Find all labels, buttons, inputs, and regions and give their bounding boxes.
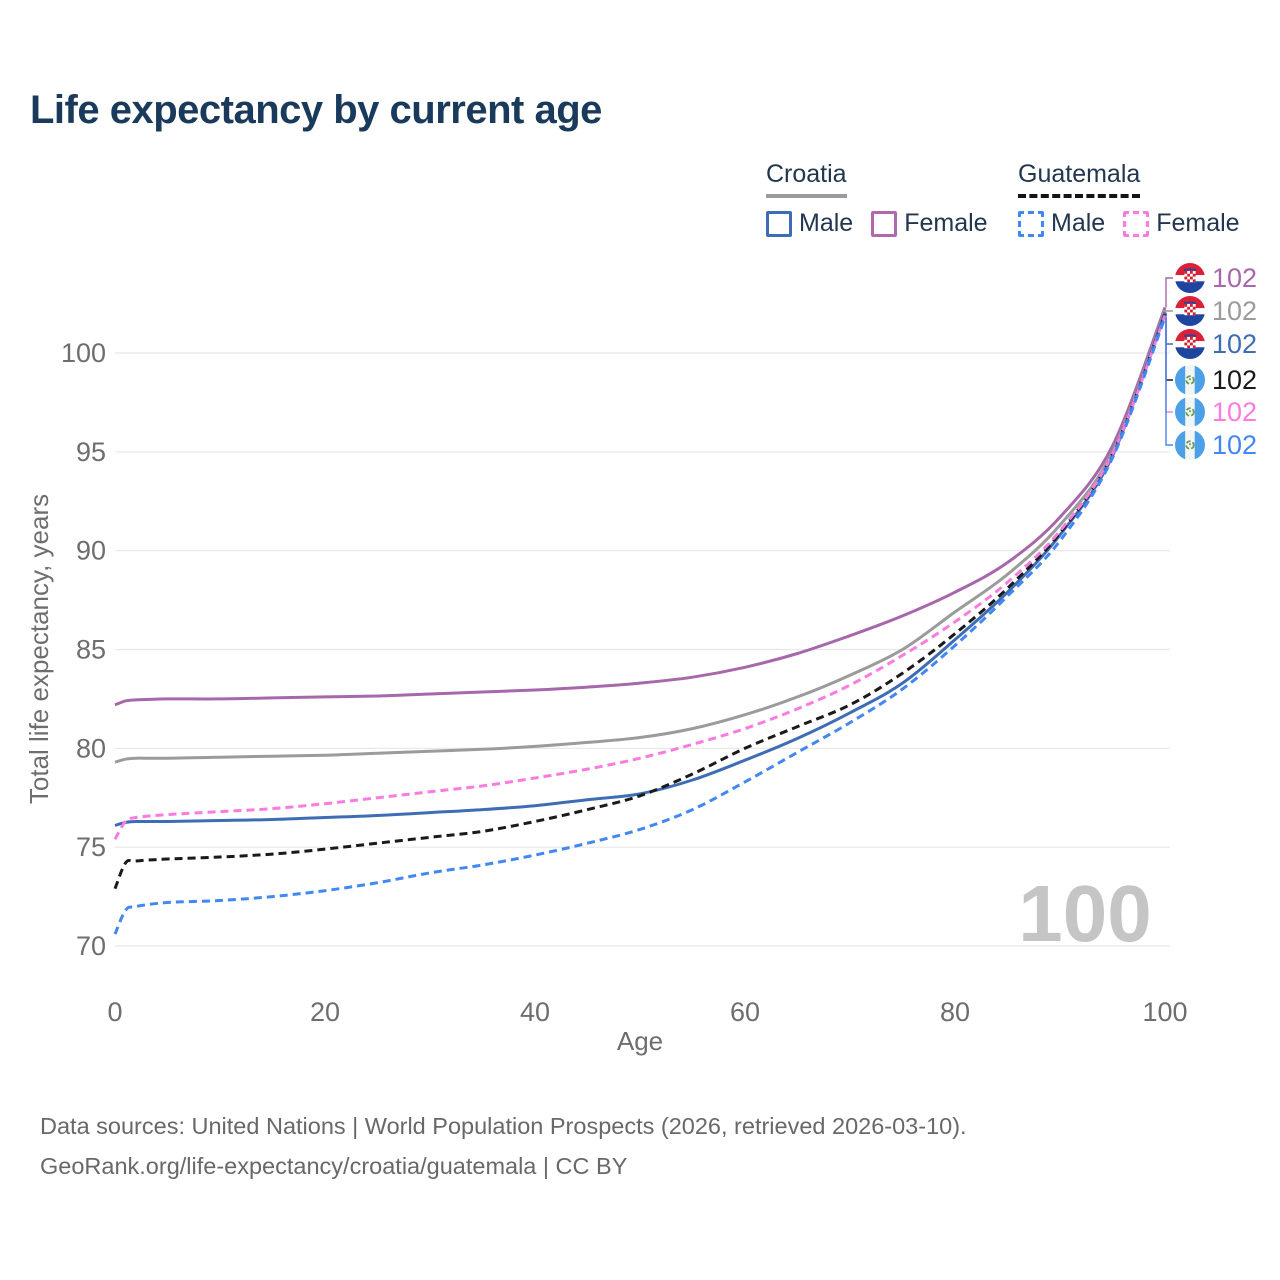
guatemala-flag-icon (1175, 365, 1205, 395)
end-value-guatemala-male: 102 (1212, 430, 1257, 460)
series-line-croatia-female[interactable] (114, 306, 1167, 707)
end-value-guatemala-female: 102 (1212, 397, 1257, 427)
legend: Croatia Male Female Guatemala Male (0, 160, 1280, 250)
series-line-croatia-both[interactable] (114, 309, 1167, 764)
end-connector-croatia-male (1165, 312, 1173, 345)
legend-guatemala-items: Male Female (1018, 209, 1240, 238)
x-tick-label: 100 (1142, 997, 1187, 1027)
series-line-guatemala-female[interactable] (113, 314, 1167, 841)
x-tick-label: 20 (310, 997, 340, 1027)
end-value-croatia-male: 102 (1212, 329, 1257, 359)
x-tick-label: 80 (940, 997, 970, 1027)
current-age-watermark: 100 (1018, 869, 1151, 958)
x-tick-label: 40 (520, 997, 550, 1027)
legend-croatia-label: Croatia (766, 160, 847, 188)
legend-item-label: Male (1051, 209, 1106, 237)
y-tick-label: 95 (76, 437, 106, 467)
croatia-male-swatch-icon (766, 210, 792, 237)
legend-croatia-items: Male Female (766, 209, 988, 238)
life-expectancy-chart: 70 75 80 85 90 95 100 0 20 40 60 80 100 Age Total li… (24, 263, 1257, 1056)
legend-item-label: Female (904, 209, 988, 237)
legend-item-label: Male (799, 209, 854, 237)
x-axis-tick-labels: 0 20 40 60 80 100 (107, 997, 1187, 1027)
guatemala-male-swatch-icon (1018, 210, 1044, 237)
series-line-guatemala-male[interactable] (113, 316, 1167, 935)
axis-titles: Age Total life expectancy, years (24, 494, 663, 1056)
y-tick-label: 70 (76, 931, 106, 961)
y-axis-tick-labels: 70 75 80 85 90 95 100 (61, 338, 106, 961)
series-lines (113, 306, 1167, 935)
y-axis-title: Total life expectancy, years (24, 494, 54, 804)
legend-croatia-header[interactable]: Croatia (766, 160, 847, 198)
legend-group-guatemala: Guatemala Male Female (1018, 160, 1240, 238)
guatemala-flag-icon (1175, 397, 1205, 427)
x-tick-label: 0 (107, 997, 122, 1027)
legend-item-label: Female (1156, 209, 1240, 237)
croatia-flag-icon (1175, 296, 1205, 326)
y-tick-label: 80 (76, 733, 106, 763)
age-counter-watermark: 100 (1018, 869, 1151, 958)
footer: Data sources: United Nations | World Pop… (40, 1106, 967, 1186)
legend-guatemala-label: Guatemala (1018, 160, 1141, 188)
end-value-guatemala-both: 102 (1212, 365, 1257, 395)
croatia-flag-icon (1175, 263, 1205, 293)
legend-guatemala-header[interactable]: Guatemala (1018, 160, 1141, 198)
end-connector-guatemala-female (1165, 315, 1173, 413)
end-value-croatia-both: 102 (1212, 296, 1257, 326)
series-line-croatia-male[interactable] (114, 311, 1167, 827)
legend-item-guatemala-female[interactable]: Female (1123, 209, 1240, 238)
y-tick-label: 100 (61, 338, 106, 368)
end-value-croatia-female: 102 (1212, 263, 1257, 293)
gridlines (115, 352, 1170, 947)
y-tick-label: 85 (76, 635, 106, 665)
series-line-guatemala-both[interactable] (113, 313, 1167, 890)
page-title: Life expectancy by current age (30, 88, 602, 132)
legend-item-croatia-male[interactable]: Male (766, 209, 853, 238)
end-connector-croatia-female (1165, 277, 1173, 308)
end-connector-guatemala-male (1165, 317, 1173, 446)
guatemala-female-swatch-icon (1123, 210, 1150, 237)
end-connector-croatia-both (1165, 310, 1173, 312)
x-tick-label: 60 (730, 997, 760, 1027)
legend-item-croatia-female[interactable]: Female (871, 209, 988, 238)
legend-group-croatia: Croatia Male Female (766, 160, 988, 238)
x-axis-title: Age (617, 1026, 663, 1056)
footer-attribution: GeoRank.org/life-expectancy/croatia/guat… (40, 1153, 628, 1179)
guatemala-flag-icon (1175, 430, 1205, 460)
footer-data-sources: Data sources: United Nations | World Pop… (40, 1113, 967, 1139)
y-tick-label: 90 (76, 536, 106, 566)
y-tick-label: 75 (76, 832, 106, 862)
croatia-flag-icon (1175, 329, 1205, 359)
croatia-female-swatch-icon (871, 210, 898, 237)
end-connector-guatemala-both (1165, 314, 1173, 381)
legend-item-guatemala-male[interactable]: Male (1018, 209, 1105, 238)
